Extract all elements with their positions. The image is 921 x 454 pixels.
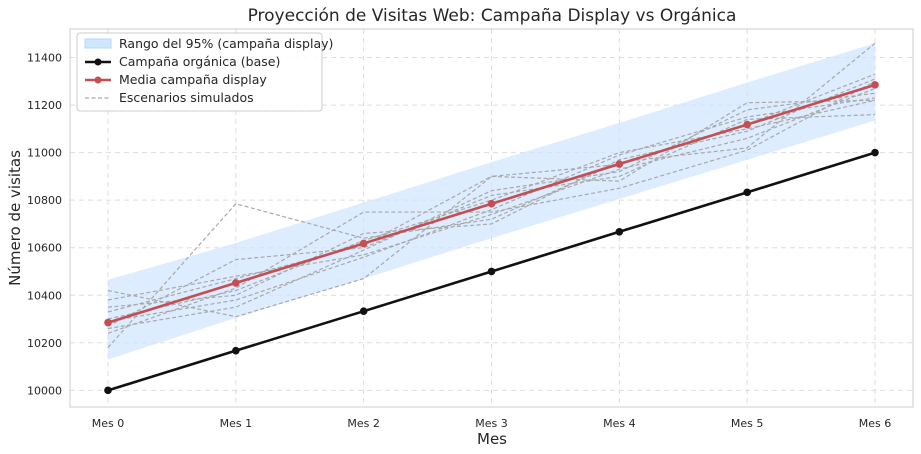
series-point-organic xyxy=(871,148,879,157)
chart-title: Proyección de Visitas Web: Campaña Displ… xyxy=(248,6,737,26)
series-point-organic xyxy=(615,227,624,236)
series-point-organic xyxy=(743,188,751,197)
legend-label-organic: Campaña orgánica (base) xyxy=(119,54,280,69)
y-axis-label: Número de visitas xyxy=(6,150,24,286)
x-tick-label: Mes 3 xyxy=(475,417,507,430)
series-point-display xyxy=(232,279,240,287)
series-point-organic xyxy=(487,267,496,276)
legend-label-display: Media campaña display xyxy=(119,72,267,87)
plot-frame xyxy=(69,28,914,408)
legend-marker-display xyxy=(94,76,102,84)
legend-marker-organic xyxy=(94,58,102,66)
series-point-organic xyxy=(104,386,112,395)
series-point-display xyxy=(743,120,751,129)
x-axis-label: Mes xyxy=(477,430,507,448)
scenario-line xyxy=(107,80,876,334)
y-tick-labels: 10000 10200 10400 10600 10800 11000 11200 11400 xyxy=(27,52,62,398)
series-point-organic xyxy=(232,346,240,355)
x-tick-labels: Mes 0 Mes 1 Mes 2 Mes 3 Mes 4 Mes 5 Mes 6 xyxy=(92,417,891,430)
x-tick-label: Mes 1 xyxy=(220,417,252,430)
y-tick-label: 11000 xyxy=(27,147,62,160)
y-tick-label: 10400 xyxy=(27,289,62,302)
y-tick-label: 11400 xyxy=(27,52,62,65)
scenario-line xyxy=(107,87,876,301)
scenario-line xyxy=(107,113,876,327)
series-point-display xyxy=(487,199,496,208)
x-tick-label: Mes 4 xyxy=(603,417,635,430)
scenario-line xyxy=(107,78,876,308)
series-point-display xyxy=(359,239,368,248)
series-point-organic xyxy=(359,307,368,315)
y-tick-label: 10800 xyxy=(27,194,62,207)
x-tick-label: Mes 2 xyxy=(347,417,379,430)
y-tick-label: 11200 xyxy=(27,99,62,112)
y-tick-label: 10200 xyxy=(27,337,62,350)
series-point-display xyxy=(104,318,112,327)
legend-label-scenarios: Escenarios simulados xyxy=(119,90,254,105)
y-tick-label: 10600 xyxy=(27,242,62,255)
x-tick-label: Mes 6 xyxy=(859,417,891,430)
scenario-line xyxy=(107,42,876,348)
x-tick-label: Mes 0 xyxy=(92,417,124,430)
y-tick-label: 10000 xyxy=(27,384,62,397)
scenario-line xyxy=(107,97,876,323)
legend-swatch-band xyxy=(84,38,112,49)
legend: Rango del 95% (campaña display) Campaña … xyxy=(76,32,333,112)
series-point-display xyxy=(615,160,624,168)
scenario-lines-layer xyxy=(107,42,876,348)
scenario-line xyxy=(107,99,876,320)
scenario-line xyxy=(107,92,876,330)
legend-label-band: Rango del 95% (campaña display) xyxy=(119,36,333,51)
x-tick-label: Mes 5 xyxy=(731,417,763,430)
scenario-line xyxy=(107,99,876,313)
legend-box xyxy=(76,32,323,112)
series-point-display xyxy=(871,81,879,89)
series-layer xyxy=(104,81,879,395)
